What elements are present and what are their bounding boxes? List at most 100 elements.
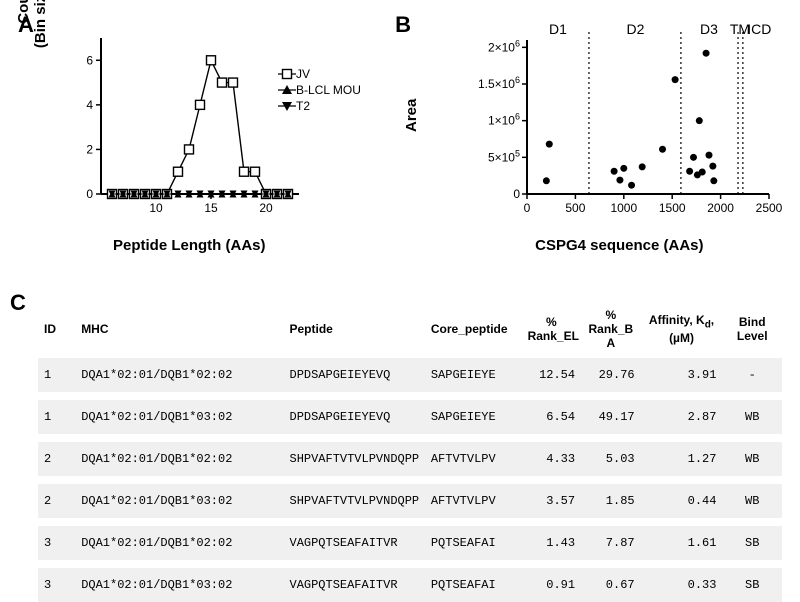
table-cell: 1.61 (641, 522, 723, 564)
table-cell: 3.57 (522, 480, 582, 522)
panel-a-legend: JV B-LCL MOU T2 (278, 67, 361, 115)
table-cell: SAPGEIEYE (425, 396, 522, 438)
panel-a-ytitle: Count (Bin size = 1) (16, 0, 49, 82)
table-row: 1DQA1*02:01/DQB1*02:02DPDSAPGEIEYEVQSAPG… (38, 358, 782, 396)
svg-text:D3: D3 (700, 21, 718, 37)
svg-text:0: 0 (524, 201, 531, 215)
table-cell: 3 (38, 564, 75, 602)
inverted-triangle-icon (278, 100, 290, 112)
panel-b-plot: 05×1051×1061.5×1062×10605001000150020002… (473, 22, 773, 222)
table-cell: DPDSAPGEIEYEVQ (284, 396, 425, 438)
table-cell: SAPGEIEYE (425, 358, 522, 396)
table-cell: PQTSEAFAI (425, 522, 522, 564)
table-cell: VAGPQTSEAFAITVR (284, 564, 425, 602)
panel-a-ytitle-text: Count (Bin size = 1) (15, 0, 49, 48)
legend-label: T2 (296, 99, 310, 113)
table-cell: - (722, 358, 782, 396)
table-row: 3DQA1*02:01/DQB1*03:02VAGPQTSEAFAITVRPQT… (38, 564, 782, 602)
svg-text:10: 10 (149, 201, 163, 215)
table-header: ID (38, 300, 75, 358)
svg-text:4: 4 (86, 98, 93, 112)
svg-text:15: 15 (204, 201, 218, 215)
svg-text:1000: 1000 (611, 201, 638, 215)
svg-text:6: 6 (86, 53, 93, 67)
panel-b-xtitle: CSPG4 sequence (AAs) (535, 237, 703, 254)
legend-item-blcl: B-LCL MOU (278, 83, 361, 97)
table-cell: DQA1*02:01/DQB1*03:02 (75, 480, 283, 522)
table-cell: WB (722, 396, 782, 438)
svg-text:2500: 2500 (756, 201, 783, 215)
table-cell: 1 (38, 396, 75, 438)
legend-item-t2: T2 (278, 99, 361, 113)
table-cell: AFTVTVLPV (425, 438, 522, 480)
table-cell: DQA1*02:01/DQB1*02:02 (75, 522, 283, 564)
table-cell: DQA1*02:01/DQB1*03:02 (75, 564, 283, 602)
table-header: Peptide (284, 300, 425, 358)
svg-text:1.5×106: 1.5×106 (478, 75, 520, 91)
triangle-icon (278, 84, 290, 96)
legend-item-jv: JV (278, 67, 361, 81)
table-cell: 3 (38, 522, 75, 564)
table-cell: DQA1*02:01/DQB1*03:02 (75, 396, 283, 438)
svg-text:2×106: 2×106 (488, 38, 520, 54)
table-header: Affinity, Kd,(µM) (641, 300, 723, 358)
table-row: 2DQA1*02:01/DQB1*02:02SHPVAFTVTVLPVNDQPP… (38, 438, 782, 480)
table-header: Core_peptide (425, 300, 522, 358)
table-cell: 0.33 (641, 564, 723, 602)
legend-label: B-LCL MOU (296, 83, 361, 97)
legend-label: JV (296, 67, 310, 81)
table-cell: DQA1*02:01/DQB1*02:02 (75, 438, 283, 480)
table-cell: 2 (38, 480, 75, 522)
panel-c-label: C (10, 290, 26, 316)
table-header: BindLevel (722, 300, 782, 358)
panel-b: B 05×1051×1061.5×1062×106050010001500200… (395, 12, 782, 272)
table-cell: 29.76 (581, 358, 641, 396)
panel-c-table-wrap: IDMHCPeptideCore_peptide%Rank_EL%Rank_BA… (38, 300, 782, 602)
table-cell: 0.67 (581, 564, 641, 602)
table-cell: DPDSAPGEIEYEVQ (284, 358, 425, 396)
svg-text:D1: D1 (549, 21, 567, 37)
table-cell: SB (722, 564, 782, 602)
panel-b-label: B (395, 12, 411, 38)
panel-c-table: IDMHCPeptideCore_peptide%Rank_EL%Rank_BA… (38, 300, 782, 602)
table-cell: AFTVTVLPV (425, 480, 522, 522)
table-header: MHC (75, 300, 283, 358)
table-cell: WB (722, 480, 782, 522)
table-header: %Rank_EL (522, 300, 582, 358)
table-cell: 3.91 (641, 358, 723, 396)
svg-text:2000: 2000 (707, 201, 734, 215)
svg-text:0: 0 (86, 187, 93, 201)
svg-text:D2: D2 (627, 21, 645, 37)
table-cell: 6.54 (522, 396, 582, 438)
table-cell: 7.87 (581, 522, 641, 564)
panel-a: A 0246101520 Count (Bin size = 1) Peptid… (18, 12, 375, 272)
svg-text:ICD: ICD (747, 21, 771, 37)
table-cell: 0.44 (641, 480, 723, 522)
table-row: 1DQA1*02:01/DQB1*03:02DPDSAPGEIEYEVQSAPG… (38, 396, 782, 438)
table-cell: 1.85 (581, 480, 641, 522)
table-cell: 1.27 (641, 438, 723, 480)
table-cell: SHPVAFTVTVLPVNDQPP (284, 438, 425, 480)
table-row: 3DQA1*02:01/DQB1*02:02VAGPQTSEAFAITVRPQT… (38, 522, 782, 564)
table-cell: 2.87 (641, 396, 723, 438)
table-cell: DQA1*02:01/DQB1*02:02 (75, 358, 283, 396)
table-cell: 0.91 (522, 564, 582, 602)
svg-text:1500: 1500 (659, 201, 686, 215)
table-cell: WB (722, 438, 782, 480)
svg-text:20: 20 (259, 201, 273, 215)
table-cell: PQTSEAFAI (425, 564, 522, 602)
table-cell: 2 (38, 438, 75, 480)
table-cell: VAGPQTSEAFAITVR (284, 522, 425, 564)
table-row: 2DQA1*02:01/DQB1*03:02SHPVAFTVTVLPVNDQPP… (38, 480, 782, 522)
table-cell: 1 (38, 358, 75, 396)
svg-text:1×106: 1×106 (488, 112, 520, 128)
panel-a-xtitle: Peptide Length (AAs) (113, 237, 266, 254)
panel-a-plot: 0 2 4 6 10 15 20 (73, 32, 303, 222)
table-cell: SHPVAFTVTVLPVNDQPP (284, 480, 425, 522)
table-cell: SB (722, 522, 782, 564)
table-cell: 4.33 (522, 438, 582, 480)
table-header: %Rank_BA (581, 300, 641, 358)
table-cell: 1.43 (522, 522, 582, 564)
svg-text:2: 2 (86, 142, 93, 156)
open-square-icon (278, 68, 290, 80)
